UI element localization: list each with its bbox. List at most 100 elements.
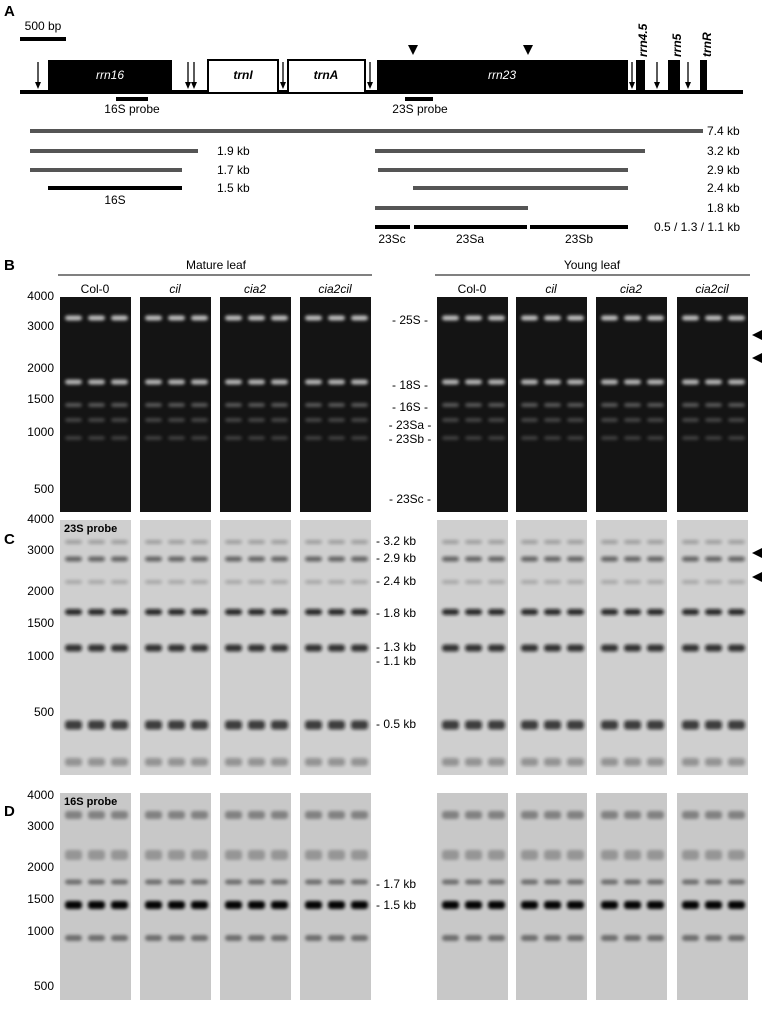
gel-band (567, 556, 584, 562)
gel-band (442, 720, 459, 730)
gel-band (544, 540, 561, 544)
size-mark: 4000 (27, 512, 54, 526)
gel-band (305, 758, 322, 766)
gel-band (521, 901, 538, 909)
gene-box (700, 60, 707, 93)
size-mark: 3000 (27, 819, 54, 833)
gel-band (488, 935, 505, 941)
band-label: - 23Sb - (389, 432, 432, 446)
scale-label: 500 bp (25, 19, 62, 33)
gel-band (248, 580, 265, 584)
band-label: - 16S - (392, 400, 428, 414)
gel-band (601, 403, 618, 407)
size-mark: 500 (34, 705, 54, 719)
transcript-line (48, 186, 182, 190)
size-mark: 4000 (27, 788, 54, 802)
gel-band (567, 720, 584, 730)
gel-band (168, 644, 185, 652)
size-mark: 1000 (27, 924, 54, 938)
gel-band (225, 556, 242, 562)
gel-band (88, 436, 105, 440)
gel-band (145, 811, 162, 819)
band-label: - 2.4 kb (376, 574, 416, 588)
arrow-head (280, 82, 286, 89)
gel-band (191, 758, 208, 766)
gel-band (271, 556, 288, 562)
gel-band (305, 609, 322, 615)
arrow-head (685, 82, 691, 89)
gel-band (305, 720, 322, 730)
gel-band (111, 609, 128, 615)
gel-band (521, 850, 538, 860)
gel-band (488, 720, 505, 730)
gel-band (544, 901, 561, 909)
probe-label: 23S probe (392, 102, 448, 116)
transcript-line (413, 186, 628, 190)
probe-label: 16S probe (104, 102, 160, 116)
size-label: 0.5 / 1.3 / 1.1 kb (654, 220, 740, 234)
gel-band (521, 556, 538, 562)
gel-band (88, 540, 105, 544)
gene-label: rrn5 (670, 33, 684, 57)
gel-band (544, 418, 561, 422)
size-mark: 2000 (27, 361, 54, 375)
gel-band (465, 540, 482, 544)
gel-band (328, 935, 345, 941)
gel-band (442, 540, 459, 544)
gel-band (567, 758, 584, 766)
gel-band (601, 379, 618, 385)
gel-band (728, 935, 745, 941)
gel-band (624, 379, 641, 385)
gel-band (248, 556, 265, 562)
size-label: 7.4 kb (707, 124, 740, 138)
scale-bar (20, 37, 66, 41)
gel-band (682, 850, 699, 860)
gel-band (647, 436, 664, 440)
lane-label: cil (169, 282, 181, 296)
gel-band (88, 935, 105, 941)
gel-band (465, 403, 482, 407)
gel-band (191, 580, 208, 584)
gel-band (624, 418, 641, 422)
gene-box (207, 59, 279, 94)
size-mark: 2000 (27, 860, 54, 874)
group-label: Young leaf (564, 258, 621, 272)
gel-band (168, 315, 185, 321)
gel-band (168, 580, 185, 584)
gel-band (168, 418, 185, 422)
gel-band (351, 850, 368, 860)
gel-band (145, 540, 162, 544)
gel-band (351, 556, 368, 562)
gel-band (488, 403, 505, 407)
arrow-head (185, 82, 191, 89)
gel-band (111, 580, 128, 584)
gels: Col-0 cil cia2 cia2cil Col-0 cil cia2 cia2cil 40… (27, 282, 748, 1000)
gel-band (65, 580, 82, 584)
fragment-label: 23Sc (378, 232, 405, 246)
size-mark: 1500 (27, 616, 54, 630)
gel-band (191, 879, 208, 885)
gel-band (168, 935, 185, 941)
size-mark: 500 (34, 482, 54, 496)
gel-band (521, 418, 538, 422)
gel-band (305, 580, 322, 584)
gel-band (567, 403, 584, 407)
triangle-marker (408, 45, 533, 55)
size-mark: 500 (34, 979, 54, 993)
gel-band (111, 901, 128, 909)
band-label: - 3.2 kb (376, 534, 416, 548)
gel-band (111, 379, 128, 385)
band-label: - 1.8 kb (376, 606, 416, 620)
gel-band (442, 609, 459, 615)
gel-band (328, 879, 345, 885)
gel-band (521, 879, 538, 885)
gel-band (465, 580, 482, 584)
band-label: - 0.5 kb (376, 717, 416, 731)
gel-band (647, 315, 664, 321)
gel-band (145, 315, 162, 321)
gel-band (601, 644, 618, 652)
gel-band (705, 540, 722, 544)
gel-band (682, 758, 699, 766)
gel-band (601, 540, 618, 544)
gel-band (271, 879, 288, 885)
